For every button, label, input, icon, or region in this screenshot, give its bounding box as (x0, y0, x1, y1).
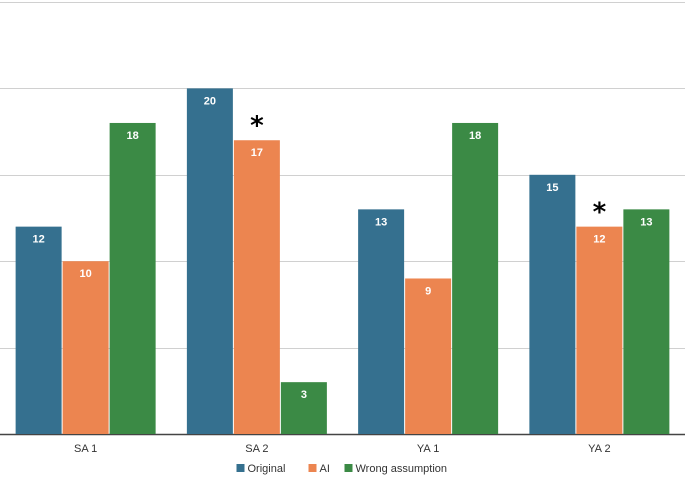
annotations: ** (250, 111, 607, 227)
significance-marker: * (250, 111, 264, 141)
x-tick-label: SA 2 (245, 443, 268, 455)
bar-wrong-assumption-ya-1 (452, 122, 499, 435)
bars (15, 88, 670, 435)
significance-marker: * (593, 198, 607, 228)
x-tick-label: YA 2 (588, 443, 610, 455)
data-label: 12 (33, 234, 45, 246)
data-label: 17 (251, 147, 263, 159)
data-label: 3 (301, 389, 307, 401)
data-label: 15 (546, 182, 558, 194)
bar-ai-sa-2 (233, 140, 280, 435)
legend-label: AI (320, 463, 330, 475)
x-axis: SA 1 SA 2 YA 1 YA 2 (74, 443, 611, 455)
bar-wrong-assumption-sa-1 (109, 122, 156, 435)
data-label: 18 (469, 130, 481, 142)
x-tick-label: YA 1 (417, 443, 439, 455)
bar-ai-ya-2 (576, 226, 623, 434)
legend-swatch (344, 464, 353, 472)
bar-wrong-assumption-sa-2 (280, 382, 327, 434)
bar-ai-sa-1 (62, 261, 109, 434)
bar-original-ya-2 (529, 174, 576, 435)
legend-label: Original (248, 463, 286, 475)
legend-swatch (236, 464, 245, 472)
legend-swatch (308, 464, 317, 472)
bar-original-sa-2 (186, 88, 233, 435)
data-labels: 12 10 18 20 17 3 13 9 18 15 12 13 (33, 95, 653, 401)
legend-label: Wrong assumption (356, 463, 448, 475)
bar-ai-ya-1 (405, 278, 452, 434)
data-label: 10 (80, 268, 92, 280)
data-label: 12 (593, 234, 605, 246)
data-label: 20 (204, 95, 216, 107)
data-label: 18 (127, 130, 139, 142)
bar-wrong-assumption-ya-2 (623, 209, 670, 434)
legend: Original AI Wrong assumption (236, 463, 448, 475)
data-label: 13 (640, 216, 652, 228)
data-label: 9 (425, 285, 431, 297)
x-tick-label: SA 1 (74, 443, 97, 455)
bar-original-ya-1 (358, 209, 405, 434)
bar-original-sa-1 (15, 226, 62, 434)
data-label: 13 (375, 216, 387, 228)
